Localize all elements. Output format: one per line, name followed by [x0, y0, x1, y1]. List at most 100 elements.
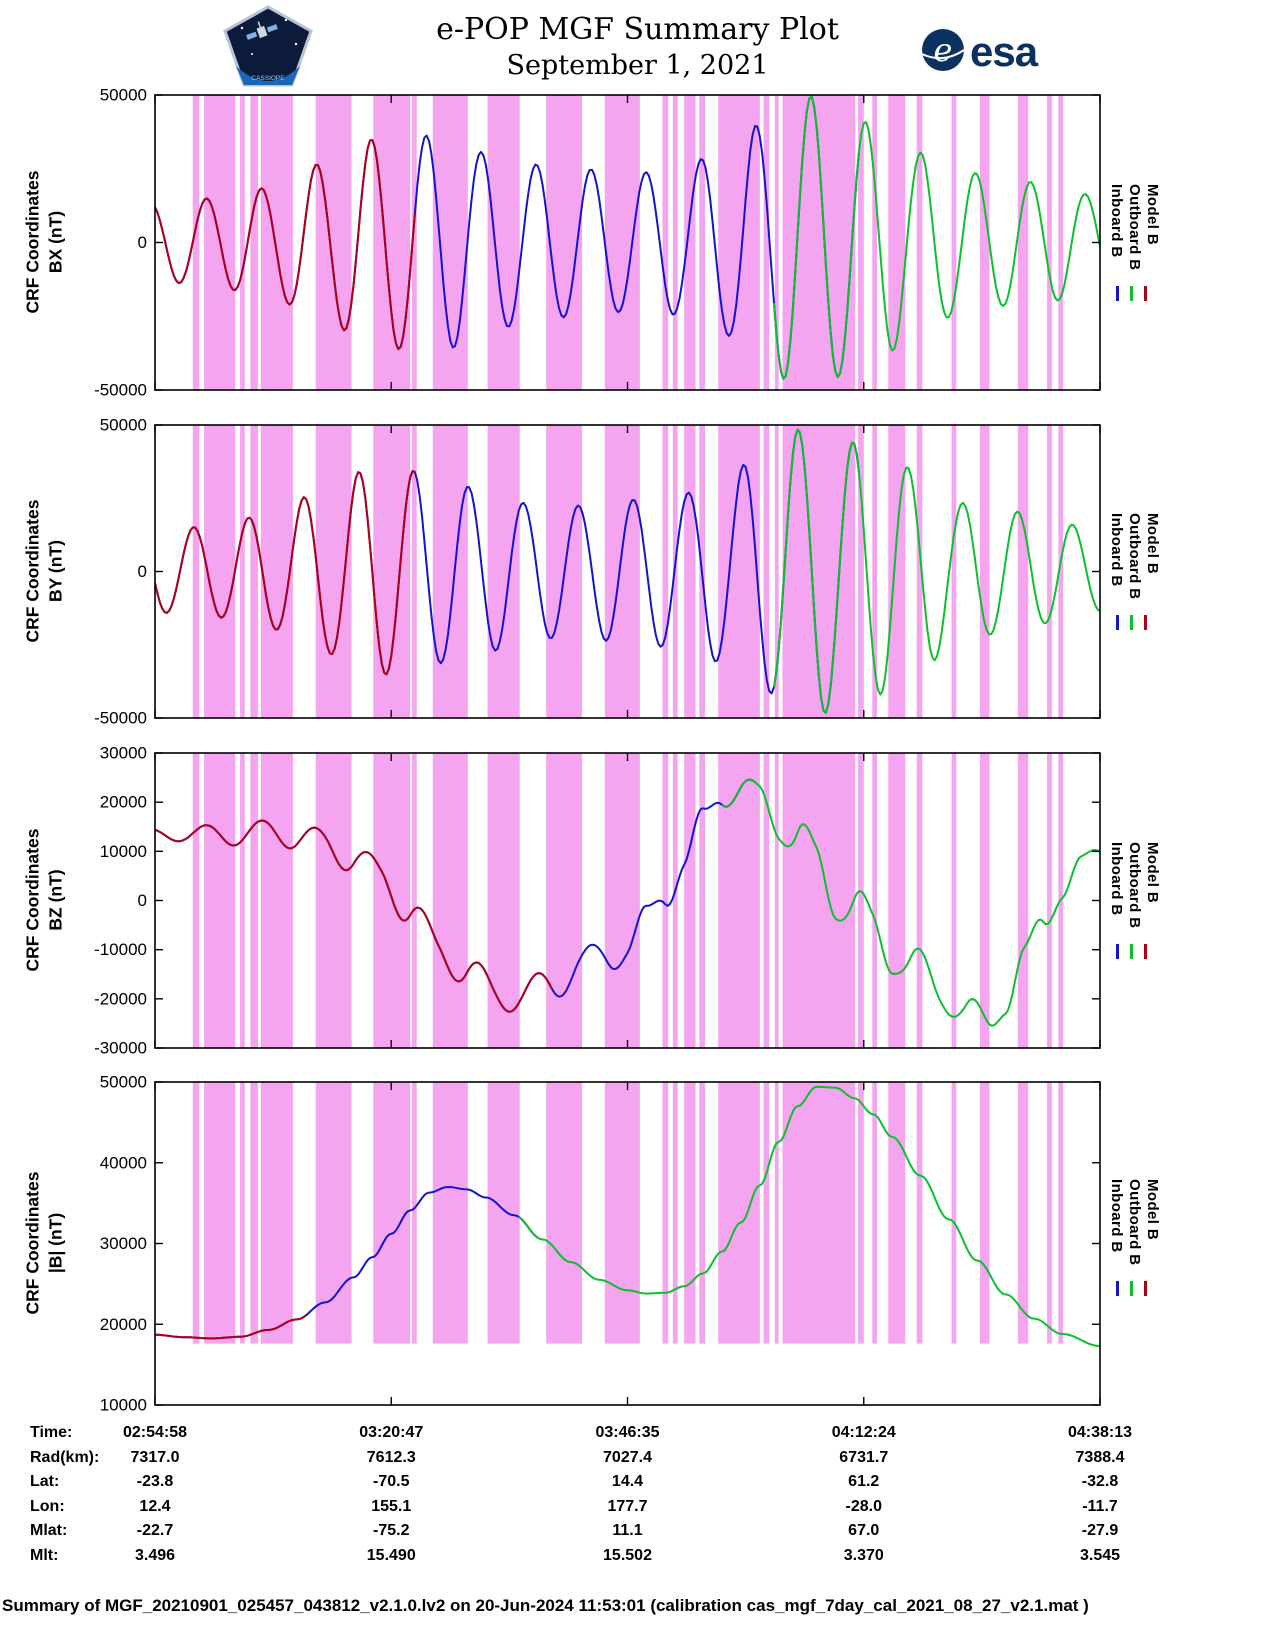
shaded-region	[699, 753, 705, 1048]
shaded-region	[858, 425, 864, 718]
esa-emblem-circle	[922, 29, 964, 71]
shaded-region	[1017, 95, 1029, 390]
table-cell: 177.7	[607, 1497, 648, 1515]
shaded-region	[888, 753, 906, 1048]
shaded-region	[546, 1082, 583, 1344]
shaded-region	[858, 753, 864, 1048]
table-cell: 7612.3	[366, 1448, 416, 1466]
shaded-region	[192, 425, 200, 718]
shaded-region	[1017, 1082, 1029, 1344]
y-axis-label-line2: |B| (nT)	[45, 1212, 65, 1273]
series-outboard-b	[773, 95, 1100, 380]
y-axis-label-line2: BZ (nT)	[45, 868, 65, 931]
table-row-label: Lat:	[30, 1473, 60, 1491]
legend-bmag: Inboard B Outboard B Model B	[1108, 1179, 1174, 1297]
shaded-region	[412, 95, 417, 390]
y-tick-label: -50000	[94, 709, 147, 728]
shaded-region	[260, 95, 293, 390]
legend-mark-outboard	[1130, 944, 1133, 959]
table-cell: -27.9	[1081, 1522, 1119, 1540]
shaded-region	[373, 425, 411, 718]
shaded-region	[1047, 753, 1052, 1048]
legend-label-inboard: Inboard B	[1108, 512, 1125, 587]
shaded-region	[432, 1082, 468, 1344]
table-cell: -75.2	[373, 1522, 410, 1540]
shaded-region	[888, 1082, 906, 1344]
patch-text: CASSIOPE	[251, 75, 285, 82]
shaded-region	[916, 753, 923, 1048]
table-row-label: Mlt:	[30, 1547, 59, 1564]
table-cell: 15.502	[603, 1547, 652, 1564]
shaded-region	[204, 1082, 236, 1344]
shaded-region	[604, 753, 640, 1048]
y-tick-label: -50000	[94, 381, 147, 400]
y-axis-label-line1: CRF Coordinates	[22, 499, 42, 642]
shaded-region	[204, 425, 236, 718]
shaded-region	[315, 1082, 352, 1344]
shaded-region	[774, 425, 779, 718]
shaded-region	[763, 1082, 770, 1344]
shaded-region	[718, 753, 760, 1048]
table-cell: 7388.4	[1075, 1448, 1125, 1466]
legend-by: Inboard B Outboard B Model B	[1108, 513, 1174, 631]
table-cell: 7317.0	[130, 1448, 180, 1466]
shaded-region	[240, 753, 245, 1048]
table-cell: 6731.7	[839, 1448, 889, 1466]
table-cell: -32.8	[1081, 1473, 1119, 1491]
shaded-region	[487, 425, 520, 718]
shaded-region	[662, 1082, 669, 1344]
panel-plot-4: 50000 40000 30000 20000 10000	[100, 1073, 1101, 1415]
shaded-region	[192, 753, 200, 1048]
shaded-region	[546, 95, 583, 390]
legend-mark-inboard	[1116, 1281, 1119, 1297]
table-cell: 14.4	[611, 1473, 644, 1491]
shaded-region	[888, 95, 906, 390]
shaded-region	[699, 95, 705, 390]
shaded-region	[250, 1082, 258, 1344]
table-row-label: Time:	[30, 1424, 73, 1441]
shaded-region	[774, 95, 779, 390]
series-model-b	[155, 139, 416, 351]
shaded-region	[888, 425, 906, 718]
table-cell: 3.496	[134, 1547, 176, 1564]
shaded-region	[872, 95, 877, 390]
y-axis-label-line1: CRF Coordinates	[22, 1171, 42, 1314]
shaded-region	[260, 1082, 293, 1344]
table-row-label: Rad(km):	[30, 1448, 100, 1466]
table-row-label: Lon:	[30, 1497, 65, 1515]
table-cell: 03:20:47	[359, 1424, 424, 1441]
y-axis-label-by: CRF Coordinates BY (nT)	[21, 424, 67, 717]
shaded-region	[192, 95, 200, 390]
shaded-region	[240, 1082, 245, 1344]
shaded-region	[916, 95, 923, 390]
patch-satellite-icon	[246, 21, 278, 40]
legend-mark-inboard	[1116, 944, 1119, 959]
legend-label-outboard: Outboard B	[1126, 841, 1143, 929]
shaded-region	[1058, 425, 1064, 718]
table-cell: 61.2	[848, 1473, 880, 1491]
legend-mark-model	[1144, 286, 1147, 301]
shaded-region	[672, 753, 678, 1048]
shaded-region	[858, 1082, 864, 1344]
shaded-region	[684, 753, 696, 1048]
y-axis-label-line1: CRF Coordinates	[22, 828, 42, 971]
table-cell: 03:46:35	[595, 1424, 660, 1441]
shaded-region	[782, 753, 856, 1048]
legend-label-inboard: Inboard B	[1108, 1178, 1125, 1253]
y-tick-label: 0	[138, 891, 147, 910]
panel-plot-1: 50000 0 -50000	[94, 86, 1101, 400]
legend-line-samples	[1108, 286, 1174, 301]
shaded-region	[412, 1082, 417, 1344]
shaded-region	[1047, 1082, 1052, 1344]
shaded-region	[240, 425, 245, 718]
shaded-region	[718, 1082, 760, 1344]
shaded-region	[763, 95, 770, 390]
legend-mark-outboard	[1130, 615, 1133, 631]
shaded-region	[1047, 425, 1052, 718]
shaded-region	[1017, 753, 1029, 1048]
y-tick-label: 0	[138, 562, 147, 581]
series-outboard-b	[773, 428, 1100, 714]
table-cell: -28.0	[845, 1497, 882, 1515]
table-cell: -11.7	[1082, 1497, 1118, 1515]
